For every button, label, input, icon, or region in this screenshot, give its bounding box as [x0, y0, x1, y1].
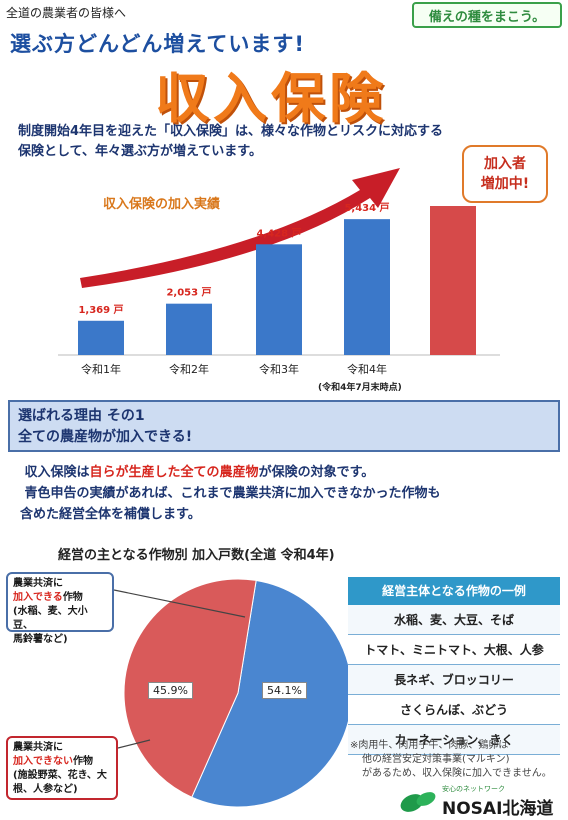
nosai-leaf-icon	[400, 792, 436, 812]
pie-chart-title: 経営の主となる作物別 加入戸数(全道 令和4年)	[58, 548, 335, 563]
nosai-logo: 安心のネットワーク NOSAI北海道	[398, 784, 553, 819]
legend-cannot-emphasis: 加入できない	[13, 756, 73, 767]
bar-3	[256, 244, 302, 355]
leader-line-cannot	[117, 739, 151, 749]
examples-row: カーネーション、きく	[348, 725, 560, 755]
bar-value-label: 1,369 戸	[78, 304, 123, 316]
lead-line-1: 制度開始4年目を迎えた「収入保険」は、様々な作物とリスクに対応する	[18, 124, 444, 139]
pie-label-cannot: 45.9%	[148, 682, 193, 699]
bar-category-label: 令和1年	[81, 362, 121, 376]
chart-footnote: (令和4年7月末時点)	[318, 381, 402, 393]
body-emphasis: 自らが生産した全ての農産物	[89, 465, 259, 480]
increase-callout: 加入者 増加中!	[462, 145, 548, 203]
bar-value-label: 4,428 戸	[256, 227, 301, 239]
legend-can-emphasis: 加入できる	[13, 592, 63, 603]
legend-can-suffix: 作物	[62, 592, 83, 603]
page-title: 収入保険	[155, 67, 387, 130]
legend-cannot-line-3: (施設野菜、花き、大	[13, 770, 107, 781]
examples-row: 水稲、麦、大豆、そば	[348, 605, 560, 635]
exclusion-note: ※肉用牛、肉用子牛、肉豚、鶏卵は 他の経営安定対策事業(マルキン) があるため、…	[350, 739, 564, 781]
pie-legend-can: 農業共済に 加入できる作物 (水稲、麦、大小豆、 馬鈴薯など)	[6, 572, 114, 645]
lead-paragraph: 制度開始4年目を迎えた「収入保険」は、様々な作物とリスクに対応する 保険として、…	[18, 122, 548, 162]
examples-rows: 水稲、麦、大豆、そば トマト、ミニトマト、大根、人参 長ネギ、ブロッコリー さく…	[348, 605, 560, 755]
logo-brand: NOSAI北海道	[442, 798, 554, 819]
legend-cannot-line-4: 根、人参など)	[13, 784, 78, 795]
body-text-2: 青色申告の実績があれば、これまで農業共済に加入できなかった作物も	[24, 486, 441, 501]
audience-label: 全道の農業者の皆様へ	[6, 6, 127, 20]
bar-4	[344, 219, 390, 355]
legend-cannot-line-1: 農業共済に	[13, 742, 63, 753]
reason-banner: 選ばれる理由 その1 全ての農産物が加入できる!	[8, 400, 560, 452]
legend-cannot-suffix: 作物	[73, 756, 93, 767]
pie-label-can: 54.1%	[262, 682, 307, 699]
legend-cannot-line-2: 加入できない作物	[13, 755, 111, 769]
callout-line-1: 加入者	[484, 156, 526, 172]
bar-2	[166, 303, 212, 355]
bar-value-label: 5,434 戸	[344, 202, 389, 214]
lead-line-2: 保険として、年々選ぶ方が増えています。	[18, 144, 263, 159]
logo-tagline: 安心のネットワーク	[442, 784, 505, 793]
examples-row: トマト、ミニトマト、大根、人参	[348, 635, 560, 665]
body-text-pre: 収入保険は	[24, 465, 90, 480]
body-line-2: 青色申告の実績があれば、これまで農業共済に加入できなかった作物も	[20, 483, 560, 504]
reason-heading: 選ばれる理由 その1	[18, 408, 145, 424]
highlight-bar	[430, 206, 476, 355]
body-line-3: 含めた経営全体を補償します。	[20, 507, 201, 522]
body-line-1: 収入保険は自らが生産した全ての農産物が保険の対象です。	[20, 462, 560, 483]
bar-category-label: 令和4年	[347, 362, 387, 376]
catchphrase-badge: 備えの種をまこう。	[412, 2, 562, 28]
examples-row: 長ネギ、ブロッコリー	[348, 665, 560, 695]
callout-line-2: 増加中!	[480, 176, 530, 192]
growth-arrow	[80, 168, 400, 288]
legend-can-line-4: 馬鈴薯など)	[13, 634, 68, 645]
crop-examples-table: 経営主体となる作物の一例 水稲、麦、大豆、そば トマト、ミニトマト、大根、人参 …	[348, 577, 560, 755]
bar-value-label: 2,053 戸	[166, 287, 211, 299]
bar-1	[78, 320, 124, 355]
note-line-2: 他の経営安定対策事業(マルキン)	[362, 754, 510, 765]
logo-text: 安心のネットワーク NOSAI北海道	[442, 784, 553, 819]
note-line-1: ※肉用牛、肉用子牛、肉豚、鶏卵は	[350, 740, 509, 751]
legend-can-line-3: (水稲、麦、大小豆、	[13, 606, 88, 631]
legend-can-line-1: 農業共済に	[13, 578, 63, 589]
chart-title: 収入保険の加入実績	[103, 197, 221, 212]
headline: 選ぶ方どんどん増えています!	[10, 32, 305, 56]
bar-category-label: 令和2年	[169, 362, 209, 376]
legend-can-line-2: 加入できる作物	[13, 591, 107, 605]
body-text-post: が保険の対象です。	[258, 465, 375, 480]
examples-header: 経営主体となる作物の一例	[348, 577, 560, 605]
examples-row: さくらんぼ、ぶどう	[348, 695, 560, 725]
body-paragraph: 収入保険は自らが生産した全ての農産物が保険の対象です。 青色申告の実績があれば、…	[20, 462, 560, 525]
reason-subheading: 全ての農産物が加入できる!	[18, 429, 193, 445]
leader-line-can	[113, 589, 246, 618]
pie-legend-cannot: 農業共済に 加入できない作物 (施設野菜、花き、大 根、人参など)	[6, 736, 118, 800]
note-line-3: があるため、収入保険に加入できません。	[362, 768, 552, 779]
bar-category-label: 令和3年	[259, 362, 299, 376]
